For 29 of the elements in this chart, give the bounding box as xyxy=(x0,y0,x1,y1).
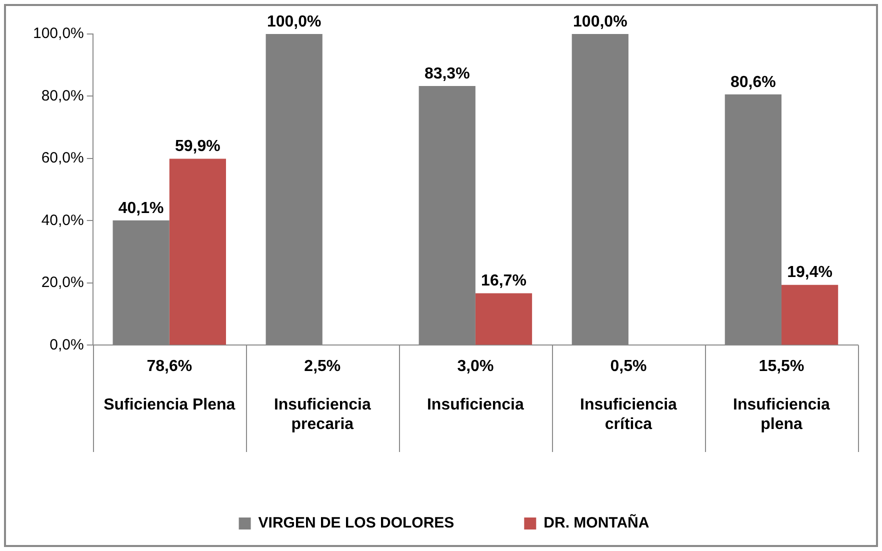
y-tick-label: 80,0% xyxy=(41,87,84,104)
y-tick-label: 40,0% xyxy=(41,212,84,229)
x-tick-label: Insuficiencia crítica xyxy=(580,396,678,433)
data-label: 40,1% xyxy=(118,200,164,217)
bar xyxy=(781,284,838,345)
text: 15,5% xyxy=(758,358,804,376)
legend-label: DR. MONTAÑA xyxy=(544,514,650,532)
data-label: 59,9% xyxy=(175,138,220,156)
data-label: 19,4% xyxy=(787,264,832,282)
text: 2,5% xyxy=(304,358,341,376)
text: 0,5% xyxy=(610,358,647,376)
y-tick-label: 60,0% xyxy=(41,150,84,167)
data-label: 100,0% xyxy=(573,13,628,30)
data-label: 100,0% xyxy=(266,13,322,30)
x-tick-label: Insuficiencia xyxy=(426,396,524,414)
data-label: 83,3% xyxy=(424,65,470,82)
x-tick-label: Insuficiencia precaria xyxy=(274,396,371,433)
bar xyxy=(169,158,226,345)
data-label: 16,7% xyxy=(481,272,526,290)
y-tick-label: 0,0% xyxy=(50,336,84,354)
text: 78,6% xyxy=(146,358,192,376)
y-tick-label: 100,0% xyxy=(33,25,84,42)
x-tick-label: Insuficiencia plena xyxy=(733,396,830,433)
text: 3,0% xyxy=(457,358,494,376)
bar xyxy=(475,293,532,345)
y-tick-label: 20,0% xyxy=(41,274,84,292)
data-label: 80,6% xyxy=(730,74,776,91)
x-tick-label: Suficiencia Plena xyxy=(104,396,236,414)
legend-label: VIRGEN DE LOS DOLORES xyxy=(258,514,454,532)
